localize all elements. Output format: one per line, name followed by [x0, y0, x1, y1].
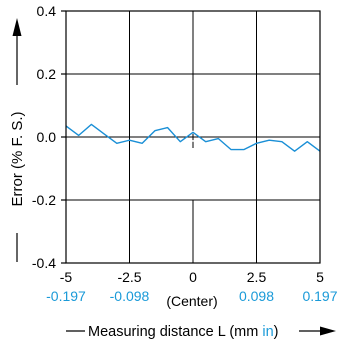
x-tick-labels: -5 -2.5 0 2.5 5: [60, 269, 324, 285]
series-line: [65, 123, 321, 152]
y-tick-label: 0.2: [37, 66, 57, 82]
x-tick-label: -5: [60, 269, 73, 285]
x-tick-label: 5: [316, 269, 324, 285]
x-axis-label-group: Measuring distance L (mm in): [66, 324, 336, 340]
x-tick-inch-label: 0.098: [239, 288, 274, 304]
x-axis-label-prefix: Measuring distance L (mm: [88, 324, 262, 340]
x-tick-inch-label: 0.197: [302, 288, 337, 304]
x-tick-inch-label: -0.098: [110, 288, 150, 304]
x-tick-label: 0: [189, 269, 197, 285]
y-axis-label-group: Error (% F. S.): [9, 18, 26, 262]
y-tick-labels: 0.4 0.2 0.0 -0.2 -0.4: [32, 3, 66, 271]
x-axis-label-unit-in: in: [262, 324, 273, 340]
center-label: (Center): [166, 293, 217, 309]
y-tick-label: 0.4: [37, 3, 57, 19]
x-arrow-head: [320, 326, 336, 336]
y-tick-label: -0.2: [32, 192, 56, 208]
x-tick-inch-labels: -0.197 -0.098 0.098 0.197: [46, 288, 338, 304]
x-tick-label: 2.5: [247, 269, 267, 285]
y-axis-label: Error (% F. S.): [9, 111, 26, 206]
x-axis-label-suffix: ): [274, 324, 279, 340]
y-tick-label: 0.0: [37, 129, 57, 145]
x-axis-label: Measuring distance L (mm in): [88, 324, 278, 340]
x-tick-label: -2.5: [117, 269, 141, 285]
series-layer: [65, 123, 321, 152]
x-tick-inch-label: -0.197: [46, 288, 86, 304]
y-arrow-head: [12, 18, 22, 36]
y-tick-label: -0.4: [32, 255, 56, 271]
grid: [66, 11, 320, 263]
